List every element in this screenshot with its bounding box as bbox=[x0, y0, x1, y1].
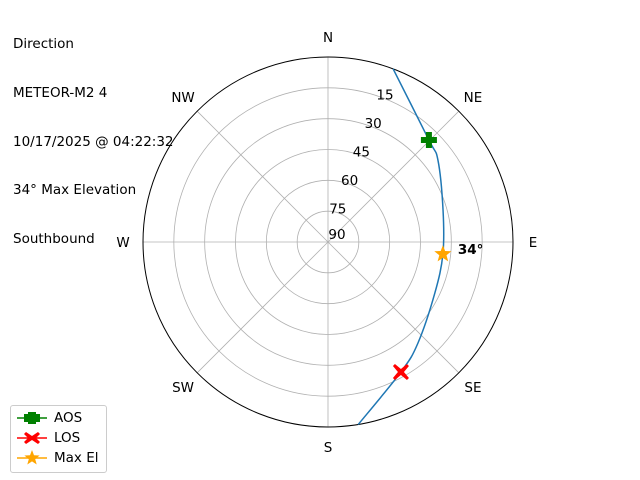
legend: AOS LOS Max El bbox=[10, 405, 107, 473]
direction-label-ne: NE bbox=[464, 90, 483, 106]
legend-label: Max El bbox=[54, 450, 99, 466]
legend-label: LOS bbox=[54, 430, 81, 446]
los-marker-icon bbox=[17, 432, 47, 444]
legend-item-los: LOS bbox=[11, 428, 106, 448]
r-tick-label: 75 bbox=[329, 202, 346, 218]
max-el-marker bbox=[434, 245, 452, 262]
grid-spoke bbox=[196, 241, 329, 374]
chart-title: Direction METEOR-M2 4 10/17/2025 @ 04:22… bbox=[13, 4, 174, 263]
direction-label-se: SE bbox=[464, 380, 481, 396]
r-tick-label: 15 bbox=[376, 88, 393, 104]
title-line: METEOR-M2 4 bbox=[13, 85, 108, 102]
title-line: Southbound bbox=[13, 230, 95, 247]
aos-marker-icon bbox=[17, 412, 47, 424]
direction-label-nw: NW bbox=[171, 90, 194, 106]
r-tick-label: 90 bbox=[328, 227, 345, 243]
title-line: Direction bbox=[13, 36, 74, 53]
title-line: 34° Max Elevation bbox=[13, 182, 137, 199]
grid-spoke bbox=[196, 110, 329, 243]
direction-label-sw: SW bbox=[172, 380, 194, 396]
polar-frame bbox=[142, 56, 514, 428]
grid-spoke bbox=[327, 110, 460, 243]
r-tick-label: 30 bbox=[365, 116, 382, 132]
direction-label-w: W bbox=[116, 235, 129, 251]
legend-label: AOS bbox=[54, 410, 83, 426]
max-elevation-annotation: 34° bbox=[458, 242, 484, 258]
direction-label-n: N bbox=[323, 30, 333, 46]
aos-marker bbox=[420, 132, 437, 149]
max-el-marker-icon bbox=[17, 450, 47, 465]
r-tick-label: 60 bbox=[341, 173, 358, 189]
direction-label-s: S bbox=[324, 440, 333, 456]
title-line: 10/17/2025 @ 04:22:32 bbox=[13, 133, 174, 150]
legend-item-max-el: Max El bbox=[11, 448, 106, 468]
legend-item-aos: AOS bbox=[11, 408, 106, 428]
los-marker bbox=[392, 363, 409, 380]
direction-label-e: E bbox=[529, 235, 538, 251]
grid-spoke bbox=[327, 241, 460, 374]
r-tick-label: 45 bbox=[353, 145, 370, 161]
